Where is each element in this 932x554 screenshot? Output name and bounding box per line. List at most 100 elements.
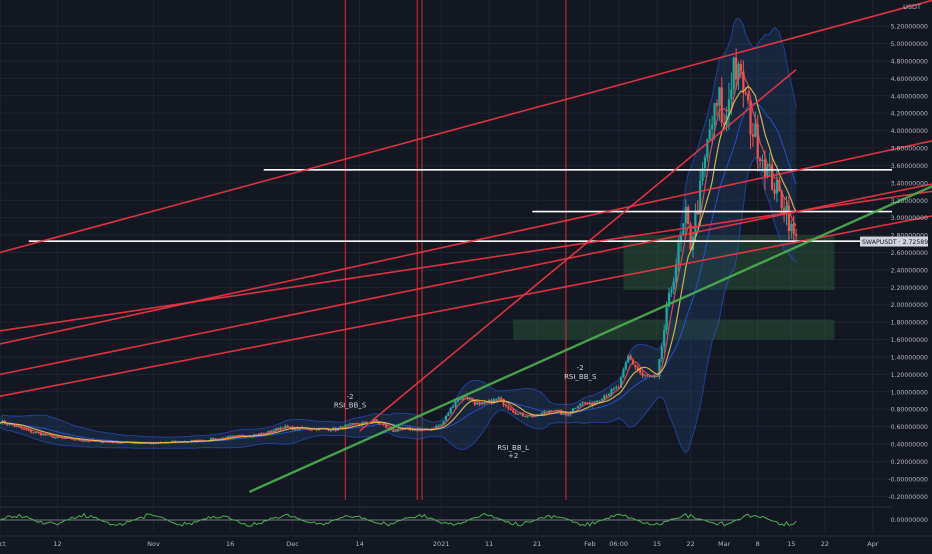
candle-body <box>209 438 213 441</box>
candle-body <box>670 289 673 293</box>
x-tick-label: 21 <box>533 540 541 548</box>
candle-body <box>372 419 376 422</box>
candle-body <box>771 164 774 190</box>
candle-body <box>607 394 611 397</box>
candle-body <box>507 406 510 409</box>
candle-body <box>562 412 565 415</box>
candle-body <box>420 430 424 432</box>
candle-body <box>756 124 759 159</box>
candle-body <box>279 427 282 430</box>
candle-body <box>281 427 285 429</box>
candle-body <box>384 425 388 428</box>
candle-body <box>713 103 716 125</box>
x-tick-label: Feb <box>584 540 596 548</box>
candle-body <box>627 355 630 363</box>
candle-body <box>567 414 570 416</box>
candle-body <box>629 355 632 360</box>
signal-label: -2 <box>577 364 584 372</box>
candle-body <box>118 442 121 444</box>
candle-body <box>0 423 2 425</box>
x-tick-label: 15 <box>787 540 795 548</box>
candle-body <box>524 416 527 418</box>
time-axis[interactable]: Oct 12 Nov 16 Dec 14 2021 11 21 Feb 06:00 15 22 Mar 8 1… <box>0 535 932 548</box>
candle-body <box>672 282 675 290</box>
price-axis[interactable]: USDT 5.20000000 5.00000000 4.80000000 4.6000… <box>888 3 928 524</box>
y-tick-label: 2.20000000 <box>891 285 928 292</box>
candle-body <box>8 423 11 425</box>
candle-body <box>229 436 232 438</box>
candle-body <box>761 159 764 162</box>
candle-body <box>449 407 452 414</box>
candle-body <box>785 205 788 215</box>
candle-body <box>54 437 57 439</box>
band-lower <box>0 156 797 454</box>
signal-label: -2 <box>347 393 354 401</box>
candle-body <box>730 89 733 100</box>
signal-label: RSI_BB_S <box>334 401 367 409</box>
x-tick-label: Apr <box>867 540 879 548</box>
x-tick-label: 16 <box>226 540 234 548</box>
candle-body <box>476 402 479 405</box>
candle-body <box>514 412 517 415</box>
candle-body <box>329 430 333 432</box>
candle-body <box>759 158 762 162</box>
trendline-red <box>0 140 932 345</box>
candle-body <box>351 423 354 425</box>
y-tick-label: 2.60000000 <box>891 250 928 257</box>
candle-body <box>576 406 579 409</box>
candle-body <box>495 399 498 401</box>
candle-body <box>483 402 486 404</box>
candle-body <box>696 210 699 215</box>
candle-body <box>464 396 467 398</box>
y-tick-label: 4.60000000 <box>891 76 928 83</box>
candle-body <box>310 429 313 431</box>
candle-body <box>418 430 421 432</box>
candle-body <box>679 234 683 243</box>
trendline-red <box>0 190 932 332</box>
candle-body <box>274 428 277 431</box>
candle-body <box>454 401 457 407</box>
oscillator-line <box>0 512 797 527</box>
candle-body <box>766 164 769 177</box>
candle-body <box>605 395 608 397</box>
trendline-red <box>359 69 797 432</box>
candle-body <box>461 396 464 400</box>
candle-body <box>399 428 402 430</box>
candle-body <box>133 442 136 444</box>
candle-body <box>255 434 258 436</box>
candle-body <box>6 423 9 425</box>
candle-body <box>658 359 661 377</box>
candle-body <box>20 427 23 429</box>
candle-body <box>10 423 14 426</box>
candle-body <box>526 416 529 418</box>
signal-label: +2 <box>508 452 518 460</box>
last-price-text: SWAPUSDT · 2.72589677 <box>862 239 932 246</box>
moving-average-line <box>0 85 797 444</box>
y-tick-label: 2.00000000 <box>891 302 928 309</box>
candle-body <box>732 57 735 90</box>
candle-body <box>44 433 47 436</box>
candle-body <box>583 402 587 404</box>
candle-body <box>787 205 790 232</box>
oscillator-pane <box>0 506 892 527</box>
y-tick-label: -0.20000000 <box>888 494 928 501</box>
candle-body <box>442 420 445 425</box>
candle-body <box>699 180 702 215</box>
candle-body <box>284 425 287 429</box>
y-tick-label: 4.80000000 <box>891 58 928 65</box>
candle-body <box>706 139 709 158</box>
y-tick-label: 3.60000000 <box>891 163 928 170</box>
candle-body <box>61 437 64 439</box>
y-tick-label: 3.00000000 <box>891 215 928 222</box>
candle-body <box>564 412 567 416</box>
y-tick-label: 0.40000000 <box>891 442 928 449</box>
candle-body <box>82 440 86 442</box>
last-price-label: SWAPUSDT · 2.72589677 <box>860 236 932 247</box>
y-tick-label: 4.20000000 <box>891 111 928 118</box>
candle-body <box>742 71 745 93</box>
x-tick-label: 15 <box>653 540 661 548</box>
candle-body <box>727 99 731 116</box>
